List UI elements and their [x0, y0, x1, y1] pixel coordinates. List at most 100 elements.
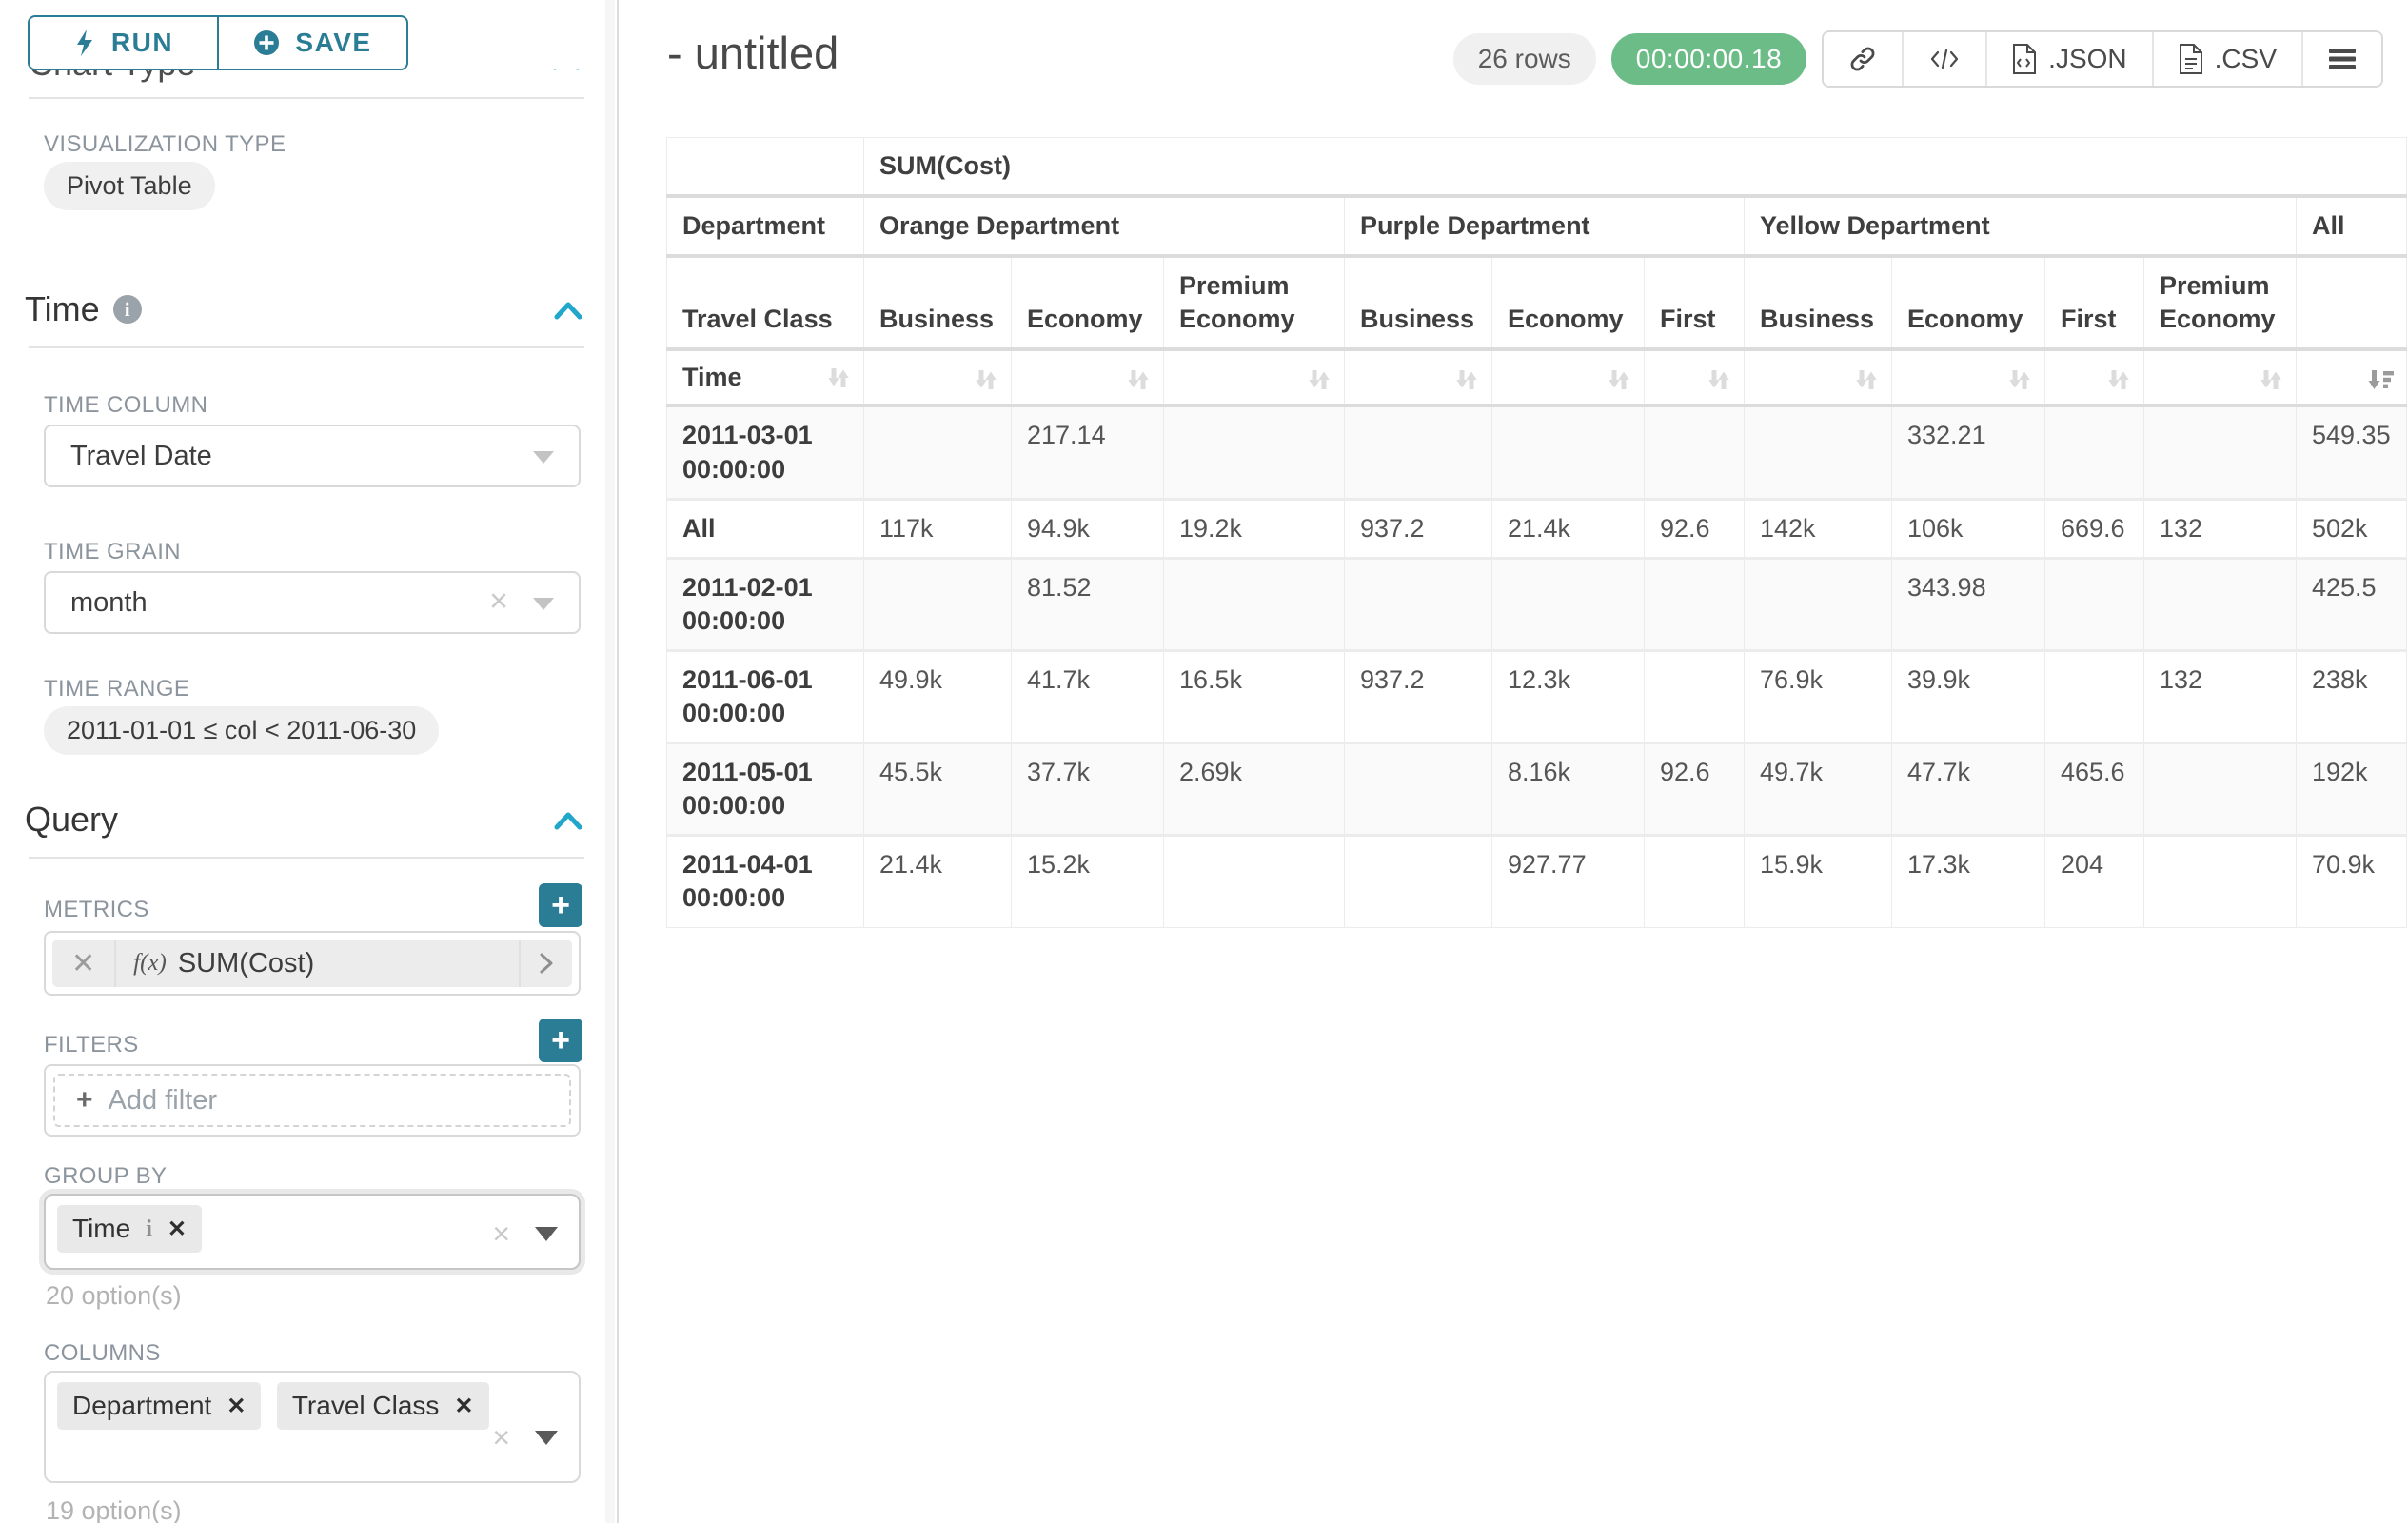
department-header-cell: Purple Department: [1344, 195, 1745, 259]
share-link-button[interactable]: [1824, 32, 1903, 86]
add-filter-plus-button[interactable]: +: [539, 1019, 582, 1062]
sort-toggle-icon[interactable]: [1453, 367, 1480, 392]
remove-tag-icon[interactable]: ✕: [167, 1216, 187, 1242]
sort-toggle-icon[interactable]: [1606, 367, 1632, 392]
chart-title[interactable]: - untitled: [667, 28, 839, 78]
query-section-title-text: Query: [25, 800, 119, 839]
visualization-type-value[interactable]: Pivot Table: [44, 162, 215, 210]
chevron-right-icon[interactable]: [519, 940, 572, 987]
time-grain-select[interactable]: month ×: [44, 571, 581, 634]
add-metric-button[interactable]: +: [539, 883, 582, 927]
pivot-value-cell: 16.5k: [1163, 648, 1345, 744]
lightning-icon: [76, 30, 92, 56]
pivot-row: All 117k 94.9k 19.2k 937.2 21.4k 92.6 142k 106k 6…: [666, 497, 2407, 559]
menu-button[interactable]: [2301, 32, 2381, 86]
pivot-value-cell: 937.2: [1344, 497, 1492, 559]
export-toolbar: .JSON .CSV: [1822, 30, 2383, 88]
add-filter-button[interactable]: + Add filter: [53, 1074, 571, 1127]
view-query-button[interactable]: [1902, 32, 1986, 86]
time-collapse-chevron-icon[interactable]: [552, 299, 584, 322]
query-section-title: Query: [25, 800, 118, 840]
pivot-value-cell: 41.7k: [1011, 648, 1164, 744]
pivot-value-cell: 238k: [2296, 648, 2407, 744]
sort-toggle-icon[interactable]: [1125, 367, 1152, 392]
clear-icon[interactable]: ×: [492, 1216, 510, 1251]
pivot-row: 2011-05-01 00:00:00 45.5k 37.7k 2.69k 8.16k 9…: [666, 742, 2407, 837]
sort-toggle-icon[interactable]: [825, 366, 852, 390]
pivot-value-cell: 465.6: [2044, 742, 2144, 837]
row-header-cell: 2011-06-01 00:00:00: [666, 648, 864, 744]
export-json-button[interactable]: .JSON: [1985, 32, 2152, 86]
pivot-table: SUM(Cost) Department Orange Department Purp…: [666, 137, 2407, 928]
group-by-tag[interactable]: Time i ✕: [57, 1205, 202, 1253]
pivot-value-cell: [1491, 556, 1645, 651]
metric-value: SUM(Cost): [177, 947, 315, 979]
pivot-value-cell: 12.3k: [1491, 648, 1645, 744]
pivot-value-cell: 937.2: [1344, 648, 1492, 744]
group-by-label: GROUP BY: [44, 1163, 168, 1189]
column-sort-cell: [1491, 348, 1645, 408]
pivot-corner-cell: [666, 137, 864, 199]
filters-control: + Add filter: [44, 1064, 581, 1137]
sort-toggle-icon[interactable]: [2105, 367, 2132, 392]
query-collapse-chevron-icon[interactable]: [552, 809, 584, 832]
travel-class-header-cell: Business: [1344, 255, 1492, 352]
run-save-sticky-bar: RUN SAVE: [0, 0, 600, 70]
column-sort-cell: [2296, 348, 2407, 408]
pivot-value-cell: 132: [2143, 648, 2297, 744]
clear-icon[interactable]: ×: [489, 583, 508, 620]
pivot-value-cell: [1644, 648, 1745, 744]
sidebar-scrollbar[interactable]: [605, 0, 615, 1523]
export-csv-button[interactable]: .CSV: [2151, 32, 2301, 86]
save-button[interactable]: SAVE: [218, 15, 408, 70]
pivot-value-cell: [1344, 742, 1492, 837]
pivot-value-cell: 2.69k: [1163, 742, 1345, 837]
columns-tag[interactable]: Department ✕: [57, 1382, 262, 1430]
travel-class-header-cell: First: [1644, 255, 1745, 352]
pivot-value-cell: 106k: [1891, 497, 2045, 559]
pivot-value-cell: [1744, 404, 1892, 500]
column-sort-cell: [1011, 348, 1164, 408]
pivot-value-cell: 94.9k: [1011, 497, 1164, 559]
column-sort-cell: [863, 348, 1012, 408]
time-column-select[interactable]: Travel Date: [44, 425, 581, 487]
sort-descending-icon[interactable]: [2368, 367, 2395, 392]
columns-tag-label: Travel Class: [291, 1391, 440, 1420]
remove-tag-icon[interactable]: ✕: [227, 1393, 247, 1419]
clear-icon[interactable]: ×: [492, 1420, 510, 1454]
chevron-down-icon: [533, 451, 554, 464]
chevron-down-icon: [535, 1430, 558, 1445]
remove-metric-icon[interactable]: ✕: [52, 940, 117, 987]
department-header-cell: Orange Department: [863, 195, 1345, 259]
pivot-value-cell: 425.5: [2296, 556, 2407, 651]
add-filter-label: Add filter: [108, 1084, 217, 1116]
metrics-control: ✕ f(x) SUM(Cost): [44, 931, 581, 996]
sort-toggle-icon[interactable]: [973, 367, 999, 392]
group-by-tag-label: Time: [72, 1214, 131, 1243]
file-code-icon: [2013, 44, 2037, 74]
metric-item[interactable]: ✕ f(x) SUM(Cost): [52, 940, 572, 987]
columns-label: COLUMNS: [44, 1340, 161, 1366]
info-icon[interactable]: i: [112, 295, 142, 324]
pivot-value-cell: 142k: [1744, 497, 1892, 559]
sort-toggle-icon[interactable]: [1853, 367, 1880, 392]
pivot-row: 2011-02-01 00:00:00 81.52 343.98 425.5: [666, 556, 2407, 651]
run-button[interactable]: RUN: [28, 15, 218, 70]
column-sort-cell: [1744, 348, 1892, 408]
pivot-row: 2011-03-01 00:00:00 217.14 332.21 549.35: [666, 404, 2407, 500]
sort-toggle-icon[interactable]: [2006, 367, 2033, 392]
group-by-select[interactable]: Time i ✕ ×: [44, 1194, 581, 1270]
pivot-row: 2011-04-01 00:00:00 21.4k 15.2k 927.77 15.9k…: [666, 834, 2407, 928]
column-sort-cell: [1891, 348, 2045, 408]
columns-tag[interactable]: Travel Class ✕: [276, 1382, 489, 1430]
remove-tag-icon[interactable]: ✕: [454, 1393, 474, 1419]
sort-toggle-icon[interactable]: [1306, 367, 1332, 392]
time-range-value[interactable]: 2011-01-01 ≤ col < 2011-06-30: [44, 706, 440, 755]
pivot-value-cell: 19.2k: [1163, 497, 1345, 559]
sort-toggle-icon[interactable]: [1706, 367, 1732, 392]
pivot-value-cell: [1491, 404, 1645, 500]
chart-header-actions: 26 rows 00:00:00.18 .JSON: [1452, 30, 2383, 88]
pivot-value-cell: 669.6: [2044, 497, 2144, 559]
sort-toggle-icon[interactable]: [2258, 367, 2284, 392]
columns-select[interactable]: Department ✕ Travel Class ✕ ×: [44, 1371, 581, 1483]
